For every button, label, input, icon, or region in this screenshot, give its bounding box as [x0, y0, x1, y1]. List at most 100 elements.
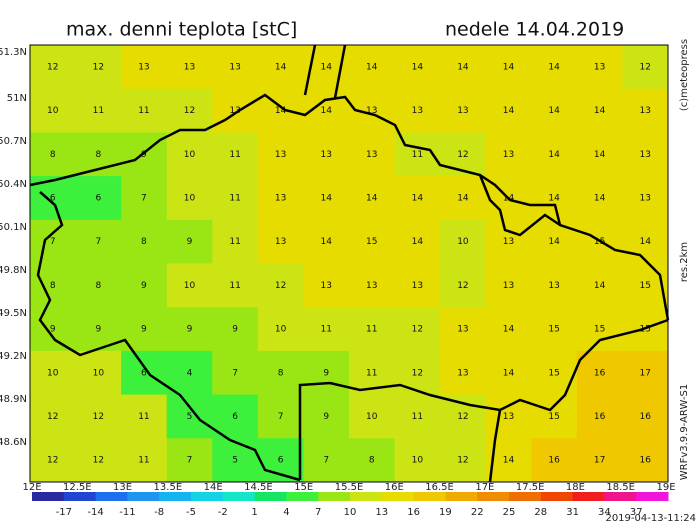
cell-value: 7 — [232, 368, 238, 378]
cell-value: 14 — [548, 237, 560, 247]
grid-cell — [531, 132, 578, 177]
colorbar-segment — [286, 492, 319, 501]
grid-cell — [257, 176, 304, 221]
colorbar-segment — [509, 492, 542, 501]
lat-label: 49.5N — [0, 308, 27, 319]
grid-cell — [257, 307, 304, 352]
grid-cell — [622, 219, 669, 264]
grid-cell — [576, 45, 623, 90]
cell-value: 10 — [184, 150, 196, 160]
grid-cell — [212, 219, 259, 264]
grid-cell — [166, 219, 213, 264]
cell-value: 12 — [412, 368, 423, 378]
cell-value: 12 — [93, 412, 104, 422]
grid-cell — [485, 45, 532, 90]
grid-cell — [166, 88, 213, 133]
grid-cell — [30, 219, 77, 264]
map-date: nedele 14.04.2019 — [445, 19, 624, 41]
grid-cell — [531, 263, 578, 308]
cell-value: 9 — [187, 237, 193, 247]
cell-value: 5 — [187, 412, 193, 422]
colorbar-segment — [445, 492, 478, 501]
grid-cell — [30, 438, 77, 483]
lat-label: 51.3N — [0, 47, 27, 58]
grid-cell — [531, 394, 578, 439]
cell-value: 11 — [229, 150, 240, 160]
grid-cell — [121, 88, 168, 133]
colorbar-segment — [254, 492, 287, 501]
cell-value: 12 — [412, 325, 423, 335]
colorbar-label: 22 — [471, 507, 484, 518]
lon-label: 17.5E — [516, 482, 545, 493]
grid-cell — [622, 88, 669, 133]
grid-cell — [75, 263, 122, 308]
cell-value: 14 — [594, 150, 606, 160]
lat-label: 48.6N — [0, 437, 27, 448]
cell-value: 16 — [639, 456, 651, 466]
lon-label: 18.5E — [606, 482, 635, 493]
grid-cell — [349, 263, 396, 308]
colorbar-segment — [572, 492, 605, 501]
cell-value: 15 — [548, 325, 559, 335]
grid-cell — [349, 438, 396, 483]
grid-cell — [440, 438, 487, 483]
cell-value: 15 — [548, 368, 559, 378]
cell-value: 6 — [232, 412, 238, 422]
colorbar-label: -2 — [218, 507, 228, 518]
colorbar-segment — [413, 492, 446, 501]
cell-value: 14 — [320, 106, 332, 116]
cell-value: 11 — [138, 106, 149, 116]
cell-value: 12 — [457, 281, 468, 291]
grid-cell — [257, 263, 304, 308]
cell-value: 13 — [639, 193, 650, 203]
colorbar-label: -11 — [119, 507, 135, 518]
cell-value: 11 — [229, 193, 240, 203]
colorbar-label: 25 — [503, 507, 516, 518]
grid-cell — [257, 219, 304, 264]
cell-value: 13 — [184, 62, 195, 72]
grid-cell — [75, 45, 122, 90]
colorbar-segment — [95, 492, 128, 501]
grid-cell — [394, 263, 441, 308]
colorbar-label: -5 — [186, 507, 196, 518]
grid-cell — [257, 132, 304, 177]
colorbar-segment — [63, 492, 97, 501]
grid-cell — [531, 45, 578, 90]
lon-label: 12.5E — [63, 482, 92, 493]
grid-cell — [166, 438, 213, 483]
colorbar: -17 -14 -11 -8 -5 -2 1 4 7 10 13 16 19 22 25 28 31 34 37 — [32, 492, 669, 518]
colorbar-segment — [636, 492, 669, 501]
cell-value: 14 — [412, 237, 424, 247]
colorbar-label: 1 — [251, 507, 257, 518]
grid-cell — [257, 394, 304, 439]
grid-cell — [212, 176, 259, 221]
cell-value: 13 — [594, 62, 605, 72]
cell-value: 16 — [639, 412, 651, 422]
map-title: max. denni teplota [stC] — [66, 19, 297, 41]
grid-cell — [212, 394, 259, 439]
cell-value: 14 — [320, 62, 332, 72]
grid-cell — [75, 394, 122, 439]
cell-value: 8 — [95, 281, 101, 291]
grid-cell — [440, 219, 487, 264]
grid-cell — [531, 307, 578, 352]
grid-cell — [121, 263, 168, 308]
cell-value: 9 — [323, 368, 329, 378]
cell-value: 9 — [323, 412, 329, 422]
cell-value: 14 — [548, 62, 560, 72]
cell-value: 8 — [278, 368, 284, 378]
cell-value: 9 — [50, 325, 56, 335]
colorbar-label: 28 — [534, 507, 547, 518]
cell-value: 10 — [184, 281, 196, 291]
cell-value: 13 — [457, 368, 468, 378]
grid-cell — [303, 219, 350, 264]
colorbar-label: 10 — [344, 507, 357, 518]
cell-value: 16 — [594, 368, 606, 378]
cell-value: 12 — [47, 456, 58, 466]
cell-value: 14 — [594, 281, 606, 291]
cell-value: 14 — [548, 193, 560, 203]
cell-value: 13 — [412, 106, 423, 116]
grid-cell — [75, 176, 122, 221]
grid-cell — [303, 394, 350, 439]
cell-value: 7 — [323, 456, 329, 466]
